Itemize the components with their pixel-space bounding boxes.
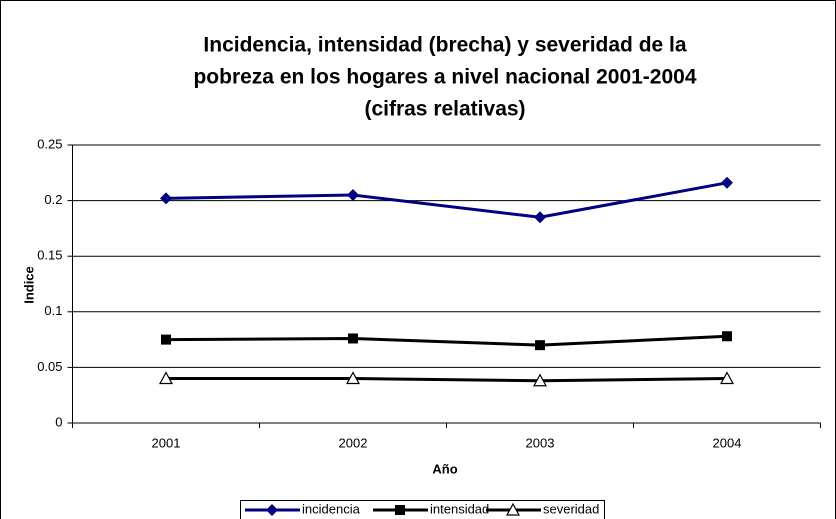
y-tick-label: 0.15 xyxy=(37,248,62,263)
marker xyxy=(345,371,361,385)
y-tick-label: 0.1 xyxy=(44,303,62,318)
legend-label: intensidad xyxy=(430,501,489,516)
series-line xyxy=(165,334,728,347)
marker xyxy=(721,176,733,189)
x-tick-label: 2001 xyxy=(152,435,181,450)
legend-label: incidencia xyxy=(302,501,361,516)
chart-title: (cifras relativas) xyxy=(364,98,525,121)
marker xyxy=(266,504,278,516)
x-tick-label: 2004 xyxy=(713,435,742,450)
marker xyxy=(505,502,521,516)
x-tick-label: 2002 xyxy=(339,435,368,450)
series-line xyxy=(166,377,728,383)
y-tick-label: 0 xyxy=(55,414,62,429)
y-tick-label: 0.05 xyxy=(37,359,62,374)
y-axis-title: Indice xyxy=(21,266,36,304)
x-axis-title: Año xyxy=(432,461,457,476)
marker xyxy=(348,333,358,344)
marker xyxy=(158,371,174,385)
marker xyxy=(722,331,732,342)
chart-title: pobreza en los hogares a nivel nacional … xyxy=(193,66,696,89)
marker xyxy=(395,505,405,515)
marker xyxy=(534,211,546,224)
marker xyxy=(347,189,359,202)
marker xyxy=(535,340,545,351)
marker xyxy=(161,334,171,345)
y-tick-label: 0.25 xyxy=(37,136,62,151)
chart-title: Incidencia, intensidad (brecha) y severi… xyxy=(203,34,686,57)
marker xyxy=(532,373,548,387)
marker xyxy=(719,371,735,385)
series-line xyxy=(165,181,728,219)
x-tick-label: 2003 xyxy=(526,435,555,450)
y-tick-label: 0.2 xyxy=(44,192,62,207)
legend-label: severidad xyxy=(543,501,599,516)
marker xyxy=(160,192,172,205)
